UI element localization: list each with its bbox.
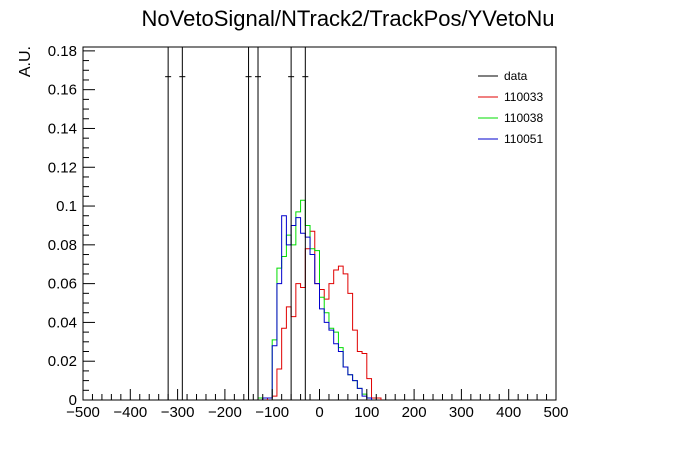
legend-label-110033: 110033 bbox=[504, 90, 543, 104]
x-tick-label: 100 bbox=[354, 404, 379, 421]
chart-title: NoVetoSignal/NTrack2/TrackPos/YVetoNu bbox=[142, 6, 555, 31]
data-point bbox=[288, 47, 295, 400]
data-points-group bbox=[165, 47, 309, 400]
y-tick-label: 0.12 bbox=[48, 159, 77, 176]
data-point bbox=[245, 47, 252, 400]
x-tick-label: −300 bbox=[161, 404, 195, 421]
data-point bbox=[302, 47, 309, 400]
x-tick-label: −500 bbox=[66, 404, 100, 421]
x-tick-label: 0 bbox=[315, 404, 323, 421]
y-tick-label: 0.02 bbox=[48, 353, 77, 370]
x-tick-label: −400 bbox=[113, 404, 147, 421]
x-tick-label: 200 bbox=[402, 404, 427, 421]
x-tick-label: 400 bbox=[496, 404, 521, 421]
y-axis: 0 0.02 0.04 0.06 0.08 0.1 0.12 0.14 0.16 0.18 bbox=[48, 43, 95, 409]
legend: data 110033 110038 110051 bbox=[478, 69, 543, 146]
y-tick-label: 0.14 bbox=[48, 120, 77, 137]
y-axis-label: A.U. bbox=[17, 46, 34, 77]
x-tick-label: −200 bbox=[208, 404, 242, 421]
y-tick-label: 0.1 bbox=[56, 198, 77, 215]
plot-frame bbox=[82, 46, 557, 401]
histogram-series-group bbox=[257, 199, 382, 400]
legend-label-110038: 110038 bbox=[504, 111, 543, 125]
histogram-110038 bbox=[257, 199, 373, 400]
x-axis: −500 −400 −300 −200 −100 0 100 200 300 400 500 bbox=[66, 389, 569, 421]
y-tick-label: 0.04 bbox=[48, 314, 77, 331]
y-tick-label: 0.16 bbox=[48, 82, 77, 99]
histogram-110051 bbox=[262, 215, 373, 400]
plot-border bbox=[82, 46, 557, 401]
histogram-110033 bbox=[266, 230, 382, 400]
x-tick-label: 500 bbox=[543, 404, 568, 421]
data-point bbox=[255, 47, 262, 400]
y-tick-label: 0.08 bbox=[48, 237, 77, 254]
legend-label-110051: 110051 bbox=[504, 132, 543, 146]
legend-label-data: data bbox=[504, 69, 528, 83]
data-point bbox=[165, 47, 172, 400]
x-tick-label: −100 bbox=[255, 404, 289, 421]
x-tick-label: 300 bbox=[449, 404, 474, 421]
y-tick-label: 0.18 bbox=[48, 43, 77, 60]
y-tick-label: 0.06 bbox=[48, 276, 77, 293]
y-tick-label: 0 bbox=[69, 392, 77, 409]
data-point bbox=[179, 47, 186, 400]
